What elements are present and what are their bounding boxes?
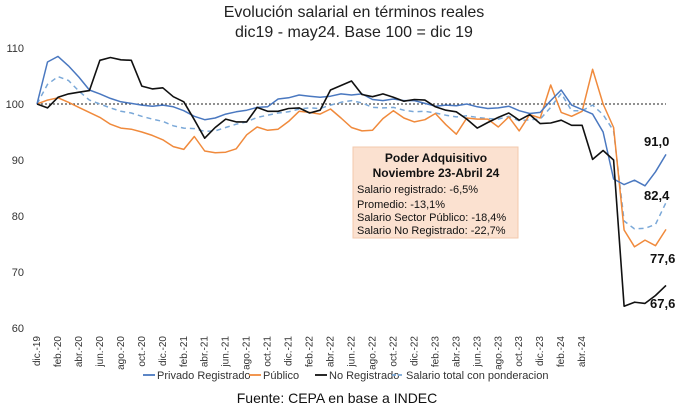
x-tick-label: dic.-21 bbox=[284, 336, 295, 366]
legend-label: Privado Registrado bbox=[157, 370, 251, 382]
annotation-line-publico: Salario Sector Público: -18,4% bbox=[357, 212, 506, 224]
x-tick-label: abr.-21 bbox=[200, 336, 211, 368]
x-tick-label: feb.-20 bbox=[53, 336, 64, 368]
annotation-line-registrado: Salario registrado: -6,5% bbox=[357, 184, 478, 196]
x-tick-label: oct.-20 bbox=[137, 336, 148, 367]
x-tick-label: ago.-20 bbox=[116, 336, 127, 370]
x-tick-label: abr.-22 bbox=[326, 336, 337, 368]
x-tick-label: ago.-23 bbox=[493, 336, 504, 370]
x-tick-label: jun.-20 bbox=[95, 336, 106, 368]
y-tick-label: 70 bbox=[12, 267, 24, 279]
x-tick-label: ago.-21 bbox=[242, 336, 253, 370]
legend-label: Público bbox=[263, 370, 299, 382]
x-tick-label: jun.-23 bbox=[472, 336, 483, 368]
x-tick-label: feb.-22 bbox=[305, 336, 316, 368]
series-line-público bbox=[36, 68, 667, 248]
x-tick-label: dic.-20 bbox=[158, 336, 169, 366]
annotation-title-1: Poder Adquisitivo bbox=[385, 151, 487, 165]
annotation-background bbox=[352, 146, 519, 239]
x-tick-label: feb.-21 bbox=[179, 336, 190, 368]
series-line-privado-registrado bbox=[36, 55, 667, 187]
end-label-publico: 77,6 bbox=[650, 251, 675, 266]
x-tick-label: dic.-23 bbox=[535, 336, 546, 366]
x-tick-label: ago.-22 bbox=[367, 336, 378, 370]
annotation-box: Poder Adquisitivo Noviembre 23-Abril 24 … bbox=[352, 146, 519, 239]
x-tick-label: jun.-21 bbox=[221, 336, 232, 368]
y-tick-label: 100 bbox=[6, 99, 24, 111]
annotation-title-2: Noviembre 23-Abril 24 bbox=[373, 166, 500, 180]
x-tick-label: oct.-23 bbox=[514, 336, 525, 367]
x-tick-label: dic.-19 bbox=[32, 336, 43, 366]
x-tick-label: abr.-24 bbox=[577, 336, 588, 368]
x-tick-label: dic.-22 bbox=[409, 336, 420, 366]
x-tick-label: feb.-23 bbox=[430, 336, 441, 368]
legend: Privado Registrado Público No Registrado Sa… bbox=[143, 370, 548, 382]
chart-title-line-1: Evolución salarial en términos reales bbox=[224, 4, 485, 21]
y-axis: 60 70 80 90 100 110 bbox=[6, 43, 24, 335]
y-tick-label: 110 bbox=[6, 43, 24, 55]
x-tick-label: jun.-22 bbox=[347, 336, 358, 368]
y-tick-label: 90 bbox=[12, 155, 24, 167]
source-note: Fuente: CEPA en base a INDEC bbox=[237, 390, 438, 406]
x-tick-label: feb.-24 bbox=[556, 336, 567, 368]
series-line-salario-total-con-ponderacion bbox=[36, 75, 667, 230]
x-tick-label: abr.-20 bbox=[74, 336, 85, 368]
end-label-no-registrado: 67,6 bbox=[650, 296, 675, 311]
legend-label: No Registrado bbox=[329, 370, 399, 382]
x-tick-label: abr.-23 bbox=[451, 336, 462, 368]
annotation-line-no-registrado: Salario No Registrado: -22,7% bbox=[357, 225, 506, 237]
y-tick-label: 80 bbox=[12, 211, 24, 223]
end-label-promedio: 82,4 bbox=[644, 188, 670, 203]
x-tick-label: oct.-22 bbox=[388, 336, 399, 367]
series-layer bbox=[36, 55, 667, 307]
x-axis: dic.-19 feb.-20 abr.-20 jun.-20 ago.-20 oct.-… bbox=[32, 336, 588, 370]
x-tick-label: oct.-21 bbox=[263, 336, 274, 367]
end-label-privado: 91,0 bbox=[644, 134, 669, 149]
series-line-no-registrado bbox=[36, 56, 667, 307]
legend-label: Salario total con ponderacion bbox=[406, 370, 548, 382]
y-tick-label: 60 bbox=[12, 323, 24, 335]
annotation-line-promedio: Promedio: -13,1% bbox=[357, 199, 445, 211]
chart-title-line-2: dic19 - may24. Base 100 = dic 19 bbox=[235, 24, 473, 41]
